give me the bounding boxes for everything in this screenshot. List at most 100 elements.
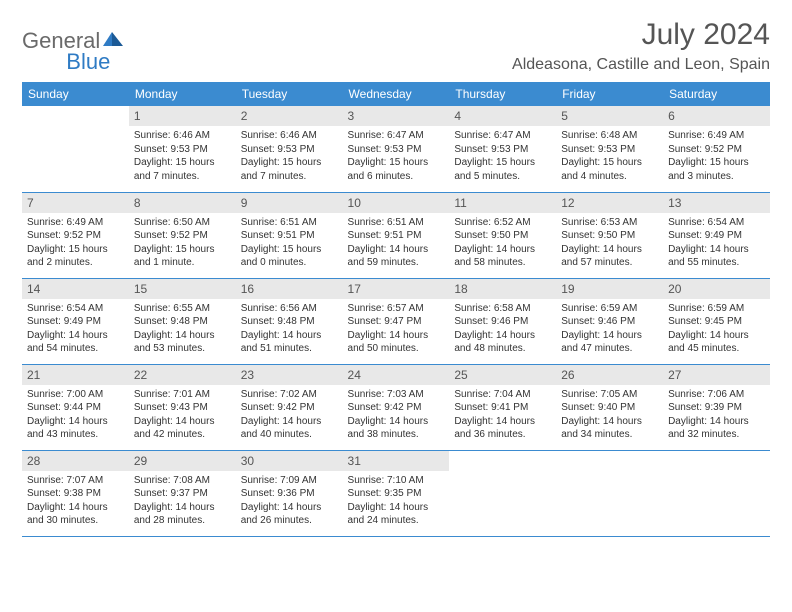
day-details: Sunrise: 7:04 AMSunset: 9:41 PMDaylight:… — [453, 388, 552, 442]
calendar-cell: 27Sunrise: 7:06 AMSunset: 9:39 PMDayligh… — [663, 364, 770, 450]
calendar-cell: 17Sunrise: 6:57 AMSunset: 9:47 PMDayligh… — [343, 278, 450, 364]
day-details: Sunrise: 6:49 AMSunset: 9:52 PMDaylight:… — [26, 216, 125, 270]
day-number: 13 — [663, 193, 770, 213]
location: Aldeasona, Castille and Leon, Spain — [512, 56, 770, 74]
day-number: 7 — [22, 193, 129, 213]
calendar-body: ..1Sunrise: 6:46 AMSunset: 9:53 PMDaylig… — [22, 106, 770, 536]
logo-word2: Blue — [66, 49, 110, 75]
calendar-cell: 14 Sunrise: 6:54 AMSunset: 9:49 PMDayligh… — [22, 278, 129, 364]
calendar-cell: 13 Sunrise: 6:54 AMSunset: 9:49 PMDayligh… — [663, 192, 770, 278]
day-number: 23 — [236, 365, 343, 385]
day-number: 29 — [129, 451, 236, 471]
calendar-cell: 31Sunrise: 7:10 AMSunset: 9:35 PMDayligh… — [343, 450, 450, 536]
calendar-cell: 7 Sunrise: 6:49 AMSunset: 9:52 PMDaylight… — [22, 192, 129, 278]
day-details: Sunrise: 6:50 AMSunset: 9:52 PMDaylight:… — [133, 216, 232, 270]
day-details: Sunrise: 6:54 AMSunset: 9:49 PMDaylight:… — [26, 302, 125, 356]
day-number: 15 — [129, 279, 236, 299]
calendar-row: 21 Sunrise: 7:00 AMSunset: 9:44 PMDayligh… — [22, 364, 770, 450]
day-details: Sunrise: 6:51 AMSunset: 9:51 PMDaylight:… — [347, 216, 446, 270]
day-details: Sunrise: 7:03 AMSunset: 9:42 PMDaylight:… — [347, 388, 446, 442]
calendar-cell: 18 Sunrise: 6:58 AMSunset: 9:46 PMDayligh… — [449, 278, 556, 364]
calendar-cell: 15 Sunrise: 6:55 AMSunset: 9:48 PMDayligh… — [129, 278, 236, 364]
calendar-cell: 24 Sunrise: 7:03 AMSunset: 9:42 PMDayligh… — [343, 364, 450, 450]
calendar-cell: 26Sunrise: 7:05 AMSunset: 9:40 PMDayligh… — [556, 364, 663, 450]
day-number: 2 — [236, 106, 343, 126]
day-number: 3 — [343, 106, 450, 126]
day-header: Tuesday — [236, 82, 343, 106]
day-details: Sunrise: 6:54 AMSunset: 9:49 PMDaylight:… — [667, 216, 766, 270]
calendar-cell: 9Sunrise: 6:51 AMSunset: 9:51 PMDaylight… — [236, 192, 343, 278]
day-number: 11 — [449, 193, 556, 213]
day-details: Sunrise: 6:59 AMSunset: 9:45 PMDaylight:… — [667, 302, 766, 356]
day-header: Saturday — [663, 82, 770, 106]
day-number: 8 — [129, 193, 236, 213]
day-details: Sunrise: 6:56 AMSunset: 9:48 PMDaylight:… — [240, 302, 339, 356]
day-details: Sunrise: 7:00 AMSunset: 9:44 PMDaylight:… — [26, 388, 125, 442]
day-details: Sunrise: 6:59 AMSunset: 9:46 PMDaylight:… — [560, 302, 659, 356]
calendar-cell: 29 Sunrise: 7:08 AMSunset: 9:37 PMDayligh… — [129, 450, 236, 536]
day-details: Sunrise: 6:53 AMSunset: 9:50 PMDaylight:… — [560, 216, 659, 270]
day-details: Sunrise: 6:55 AMSunset: 9:48 PMDaylight:… — [133, 302, 232, 356]
calendar-cell: 5Sunrise: 6:48 AMSunset: 9:53 PMDaylight… — [556, 106, 663, 192]
day-number: 16 — [236, 279, 343, 299]
calendar-cell: 10 Sunrise: 6:51 AMSunset: 9:51 PMDayligh… — [343, 192, 450, 278]
day-number: 22 — [129, 365, 236, 385]
day-details: Sunrise: 7:09 AMSunset: 9:36 PMDaylight:… — [240, 474, 339, 528]
day-details: Sunrise: 6:49 AMSunset: 9:52 PMDaylight:… — [667, 129, 766, 183]
calendar-cell: 4Sunrise: 6:47 AMSunset: 9:53 PMDaylight… — [449, 106, 556, 192]
calendar-cell: 28 Sunrise: 7:07 AMSunset: 9:38 PMDayligh… — [22, 450, 129, 536]
calendar-cell: 19 Sunrise: 6:59 AMSunset: 9:46 PMDayligh… — [556, 278, 663, 364]
calendar-table: SundayMondayTuesdayWednesdayThursdayFrid… — [22, 82, 770, 537]
calendar-row: 14 Sunrise: 6:54 AMSunset: 9:49 PMDayligh… — [22, 278, 770, 364]
calendar-cell: 22 Sunrise: 7:01 AMSunset: 9:43 PMDayligh… — [129, 364, 236, 450]
day-number: 25 — [449, 365, 556, 385]
day-number: 18 — [449, 279, 556, 299]
day-number: 9 — [236, 193, 343, 213]
day-number: 28 — [22, 451, 129, 471]
day-details: Sunrise: 6:46 AMSunset: 9:53 PMDaylight:… — [240, 129, 339, 183]
day-number: 14 — [22, 279, 129, 299]
calendar-cell: 2 Sunrise: 6:46 AMSunset: 9:53 PMDaylight… — [236, 106, 343, 192]
day-details: Sunrise: 7:08 AMSunset: 9:37 PMDaylight:… — [133, 474, 232, 528]
logo: General Blue — [22, 18, 110, 64]
day-number: 17 — [343, 279, 450, 299]
calendar-row: 7 Sunrise: 6:49 AMSunset: 9:52 PMDaylight… — [22, 192, 770, 278]
day-header: Monday — [129, 82, 236, 106]
calendar-cell: .. — [556, 450, 663, 536]
day-details: Sunrise: 7:01 AMSunset: 9:43 PMDaylight:… — [133, 388, 232, 442]
calendar-cell: 21 Sunrise: 7:00 AMSunset: 9:44 PMDayligh… — [22, 364, 129, 450]
day-number: 30 — [236, 451, 343, 471]
calendar-row: ..1Sunrise: 6:46 AMSunset: 9:53 PMDaylig… — [22, 106, 770, 192]
day-number: 4 — [449, 106, 556, 126]
day-details: Sunrise: 6:52 AMSunset: 9:50 PMDaylight:… — [453, 216, 552, 270]
calendar-cell: 12 Sunrise: 6:53 AMSunset: 9:50 PMDayligh… — [556, 192, 663, 278]
day-header: Friday — [556, 82, 663, 106]
day-details: Sunrise: 6:48 AMSunset: 9:53 PMDaylight:… — [560, 129, 659, 183]
calendar-cell: 30 Sunrise: 7:09 AMSunset: 9:36 PMDayligh… — [236, 450, 343, 536]
day-header: Wednesday — [343, 82, 450, 106]
day-details: Sunrise: 7:07 AMSunset: 9:38 PMDaylight:… — [26, 474, 125, 528]
day-details: Sunrise: 7:06 AMSunset: 9:39 PMDaylight:… — [667, 388, 766, 442]
day-details: Sunrise: 6:58 AMSunset: 9:46 PMDaylight:… — [453, 302, 552, 356]
day-header: Thursday — [449, 82, 556, 106]
calendar-cell: 8 Sunrise: 6:50 AMSunset: 9:52 PMDaylight… — [129, 192, 236, 278]
calendar-cell: 3Sunrise: 6:47 AMSunset: 9:53 PMDaylight… — [343, 106, 450, 192]
day-details: Sunrise: 6:46 AMSunset: 9:53 PMDaylight:… — [133, 129, 232, 183]
day-details: Sunrise: 7:10 AMSunset: 9:35 PMDaylight:… — [347, 474, 446, 528]
calendar-cell: .. — [449, 450, 556, 536]
day-number: 1 — [129, 106, 236, 126]
day-number: 21 — [22, 365, 129, 385]
calendar-cell: 6 Sunrise: 6:49 AMSunset: 9:52 PMDaylight… — [663, 106, 770, 192]
day-number: 12 — [556, 193, 663, 213]
day-number: 20 — [663, 279, 770, 299]
calendar-cell: 16 Sunrise: 6:56 AMSunset: 9:48 PMDayligh… — [236, 278, 343, 364]
day-number: 6 — [663, 106, 770, 126]
calendar-row: 28 Sunrise: 7:07 AMSunset: 9:38 PMDayligh… — [22, 450, 770, 536]
day-details: Sunrise: 7:05 AMSunset: 9:40 PMDaylight:… — [560, 388, 659, 442]
calendar-cell: 25 Sunrise: 7:04 AMSunset: 9:41 PMDayligh… — [449, 364, 556, 450]
day-number: 10 — [343, 193, 450, 213]
day-number: 24 — [343, 365, 450, 385]
day-number: 19 — [556, 279, 663, 299]
title-block: July 2024 Aldeasona, Castille and Leon, … — [512, 18, 770, 74]
month-title: July 2024 — [512, 18, 770, 52]
